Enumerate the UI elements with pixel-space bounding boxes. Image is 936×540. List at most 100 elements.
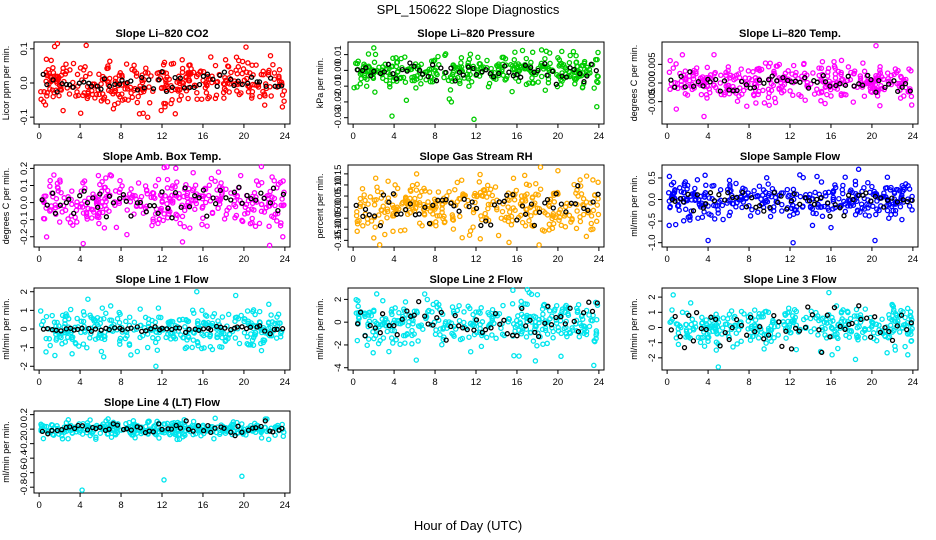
data-point <box>245 60 251 66</box>
data-point <box>219 330 225 336</box>
data-point <box>395 68 401 75</box>
data-point <box>557 206 564 213</box>
y-tick-label: -0.1 <box>19 211 30 227</box>
data-point <box>393 206 399 213</box>
data-point <box>798 93 804 100</box>
data-point <box>433 299 440 306</box>
data-point <box>847 197 854 203</box>
data-point <box>82 185 88 191</box>
reference-point <box>106 426 112 432</box>
x-tick-label: 16 <box>198 500 209 511</box>
reference-point <box>74 326 81 333</box>
data-point <box>689 316 696 323</box>
data-point <box>173 165 179 172</box>
reference-point <box>716 192 722 198</box>
x-tick-label: 8 <box>118 377 123 388</box>
reference-point <box>725 189 731 196</box>
data-point <box>449 78 455 84</box>
reference-point <box>257 323 263 329</box>
data-point <box>828 93 834 99</box>
series-points <box>667 289 915 370</box>
reference-point <box>502 63 508 69</box>
data-point <box>143 65 149 71</box>
data-point <box>60 107 66 114</box>
data-point <box>390 340 396 346</box>
data-point <box>699 314 705 321</box>
data-point <box>146 100 153 106</box>
data-point <box>409 182 416 189</box>
data-point <box>732 324 739 330</box>
data-point <box>54 319 60 326</box>
data-point <box>679 52 686 58</box>
reference-point <box>120 426 127 433</box>
data-point <box>160 217 166 224</box>
reference-point <box>678 73 684 79</box>
data-point <box>242 204 249 211</box>
data-point <box>225 335 231 342</box>
data-point <box>101 184 108 191</box>
data-point <box>275 311 282 317</box>
data-point <box>577 177 583 183</box>
data-point <box>102 203 108 209</box>
data-point <box>558 330 564 337</box>
data-point <box>772 99 779 106</box>
reference-point <box>368 73 374 79</box>
data-point <box>55 188 62 194</box>
y-axis-label: percent per min. <box>315 173 325 238</box>
reference-point <box>562 321 568 327</box>
data-point <box>587 70 593 76</box>
data-point <box>758 314 764 320</box>
reference-point <box>522 211 529 217</box>
data-point <box>474 192 480 198</box>
reference-point <box>851 83 857 89</box>
data-point <box>550 220 557 227</box>
data-point <box>207 343 214 350</box>
data-point <box>751 307 758 313</box>
data-point <box>59 209 65 215</box>
data-point <box>65 316 72 322</box>
data-point <box>477 171 483 178</box>
data-point <box>273 335 280 341</box>
data-point-outlier <box>715 364 722 370</box>
data-point <box>529 195 536 201</box>
data-point <box>266 301 272 308</box>
data-point <box>408 188 414 194</box>
data-point <box>688 208 694 214</box>
reference-point <box>239 200 245 206</box>
reference-point <box>577 70 583 77</box>
data-point <box>500 302 506 309</box>
reference-point <box>200 326 207 332</box>
data-point <box>488 65 494 72</box>
data-point <box>69 351 75 357</box>
data-point <box>708 212 714 218</box>
reference-point <box>456 323 462 329</box>
data-point-outlier <box>403 97 410 104</box>
reference-point <box>527 64 534 71</box>
reference-point <box>239 81 245 88</box>
data-point <box>750 91 757 98</box>
reference-point <box>443 69 449 76</box>
data-point <box>363 83 370 89</box>
reference-point <box>681 344 688 351</box>
data-point <box>673 61 679 67</box>
data-point <box>856 323 862 330</box>
data-point-outlier <box>594 103 600 110</box>
reference-point <box>783 328 789 334</box>
reference-point <box>814 79 820 85</box>
data-point <box>122 86 128 92</box>
reference-point <box>239 324 245 330</box>
reference-point <box>889 337 896 344</box>
data-point <box>684 182 691 189</box>
data-point <box>843 92 849 98</box>
x-tick-label: 16 <box>198 377 209 388</box>
reference-point <box>519 203 526 209</box>
data-point <box>405 200 412 207</box>
data-point <box>537 186 544 192</box>
reference-point <box>182 329 189 336</box>
data-point <box>276 73 282 80</box>
series-points <box>37 288 285 370</box>
data-point <box>409 332 415 339</box>
reference-point <box>39 428 46 435</box>
